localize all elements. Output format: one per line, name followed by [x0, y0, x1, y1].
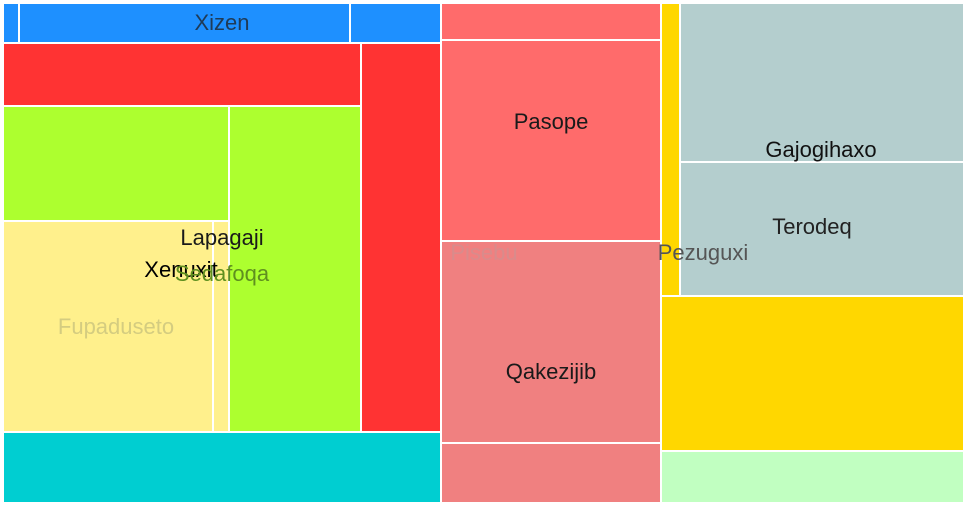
- treemap-cell-lapagaji: [3, 43, 361, 106]
- treemap-cell-terodeq: [680, 162, 964, 296]
- treemap-cell-pasope: [441, 3, 661, 40]
- treemap-cell-fupaduseto: [3, 221, 213, 432]
- treemap-cell-sedafoqa: [229, 106, 361, 432]
- treemap-cell-xizen-part2: [350, 3, 441, 43]
- treemap-cell-xizen-part1: [19, 3, 350, 43]
- treemap-cell-xizen: [3, 3, 19, 43]
- treemap-cell-pisebu: [441, 241, 661, 443]
- treemap-cell-fupaduseto-part1: [213, 221, 229, 432]
- treemap-cell-pezuguxi-part1: [661, 296, 964, 451]
- treemap-cell-gajogihaxo: [680, 3, 964, 162]
- treemap-cell-xenuxit: [3, 106, 229, 221]
- treemap-cell-qakezijib: [441, 443, 661, 503]
- treemap-cell-pasope-part1: [441, 40, 661, 241]
- treemap-cell-unlabeled-12: [661, 451, 964, 503]
- treemap-cell-unlabeled-5: [3, 432, 441, 503]
- treemap-cell-pezuguxi: [661, 3, 680, 296]
- treemap-cell-lapagaji-part1: [361, 43, 441, 432]
